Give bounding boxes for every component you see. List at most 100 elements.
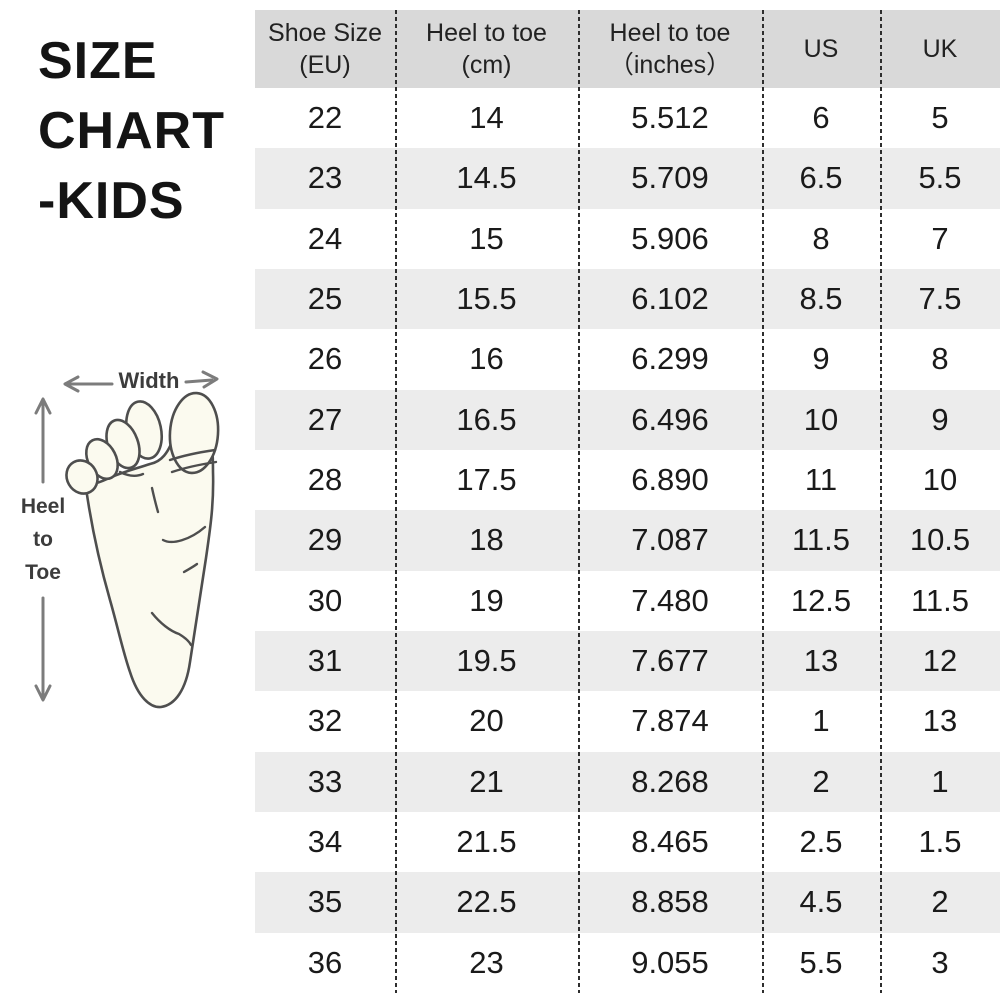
cell: 23 <box>307 160 343 196</box>
cell: 11 <box>804 462 838 498</box>
cell: 16.5 <box>456 401 517 437</box>
column-divider <box>880 10 882 993</box>
cell: 1.5 <box>918 824 962 860</box>
cell: 34 <box>307 824 343 860</box>
cell: 9 <box>931 401 949 437</box>
table-row: 31 19.5 7.677 13 12 <box>255 630 1000 692</box>
table-row: 22 14 5.512 6 5 <box>255 88 1000 149</box>
cell: 16 <box>469 341 504 377</box>
heel-label-line: Toe <box>25 561 61 584</box>
table-row: 26 16 6.299 9 8 <box>255 329 1000 390</box>
cell: 21.5 <box>456 824 517 860</box>
cell: 9.055 <box>631 944 709 980</box>
cell: 5.5 <box>918 160 962 196</box>
cell: 8 <box>812 220 830 256</box>
cell: 7.677 <box>631 643 709 679</box>
heel-label-line: to <box>33 528 53 551</box>
column-divider <box>395 10 397 993</box>
cell: 27 <box>307 401 343 437</box>
column-divider <box>762 10 764 993</box>
cell: 35 <box>307 884 343 920</box>
table-row: 23 14.5 5.709 6.5 5.5 <box>255 148 1000 209</box>
cell: 8.5 <box>799 281 843 317</box>
width-arrow-icon <box>63 370 219 393</box>
cell: 13 <box>803 643 839 679</box>
cell: 10 <box>803 401 839 437</box>
cell: 6.496 <box>631 401 709 437</box>
cell: 14.5 <box>456 160 517 196</box>
heel-to-toe-arrow-icon <box>34 397 52 702</box>
cell: 29 <box>307 522 343 558</box>
cell: 30 <box>307 582 343 618</box>
column-header: US <box>803 34 839 63</box>
cell: 6 <box>812 100 830 136</box>
cell: 8.268 <box>631 763 709 799</box>
cell: 13 <box>922 703 958 739</box>
cell: 2 <box>812 763 830 799</box>
table-body: 22 14 5.512 6 5 23 14.5 5.709 6.5 5.5 24 15 5.906 8 7 2… <box>255 88 1000 993</box>
cell: 6.5 <box>799 160 843 196</box>
cell: 19 <box>469 582 504 618</box>
cell: 20 <box>469 703 504 739</box>
column-header: UK <box>922 34 958 63</box>
cell: 15 <box>469 220 504 256</box>
cell: 2.5 <box>799 824 843 860</box>
cell: 14 <box>469 100 504 136</box>
cell: 36 <box>307 944 343 980</box>
table-row: 25 15.5 6.102 8.5 7.5 <box>255 268 1000 330</box>
cell: 7 <box>931 220 949 256</box>
cell: 19.5 <box>456 643 517 679</box>
cell: 1 <box>931 763 949 799</box>
column-header: Shoe Size (EU) <box>268 18 382 80</box>
cell: 28 <box>307 462 343 498</box>
table-row: 27 16.5 6.496 10 9 <box>255 389 1000 450</box>
cell: 6.299 <box>631 341 709 377</box>
title-line: CHART <box>38 102 225 160</box>
cell: 7.5 <box>918 281 962 317</box>
cell: 5.5 <box>799 944 843 980</box>
table-row: 33 21 8.268 2 1 <box>255 751 1000 812</box>
cell: 11.5 <box>791 522 851 558</box>
cell: 15.5 <box>456 281 517 317</box>
table-row: 32 20 7.874 1 13 <box>255 691 1000 752</box>
cell: 23 <box>469 944 504 980</box>
column-divider <box>578 10 580 993</box>
cell: 4.5 <box>799 884 843 920</box>
cell: 8.465 <box>631 824 709 860</box>
cell: 21 <box>469 763 504 799</box>
table-row: 36 23 9.055 5.5 3 <box>255 932 1000 993</box>
cell: 8.858 <box>631 884 709 920</box>
cell: 32 <box>307 703 343 739</box>
cell: 22 <box>307 100 343 136</box>
title-line: SIZE <box>38 32 158 90</box>
foot-measure-diagram: Width Heel to Toe <box>0 360 240 740</box>
table-row: 24 15 5.906 8 7 <box>255 208 1000 269</box>
cell: 5.906 <box>631 220 709 256</box>
cell: 2 <box>931 884 949 920</box>
cell: 5.512 <box>631 100 709 136</box>
foot-sole-icon <box>34 370 220 709</box>
size-table: Shoe Size (EU) Heel to toe (cm) Heel to to… <box>255 10 1000 993</box>
cell: 33 <box>307 763 343 799</box>
cell: 5 <box>931 100 949 136</box>
cell: 6.102 <box>631 281 709 317</box>
cell: 7.480 <box>631 582 709 618</box>
cell: 25 <box>307 281 343 317</box>
cell: 17.5 <box>456 462 517 498</box>
cell: 12.5 <box>790 582 852 618</box>
table-row: 28 17.5 6.890 11 10 <box>255 449 1000 511</box>
cell: 12 <box>922 643 958 679</box>
cell: 26 <box>307 341 343 377</box>
table-header-row: Shoe Size (EU) Heel to toe (cm) Heel to to… <box>255 10 1000 88</box>
cell: 22.5 <box>456 884 517 920</box>
cell: 24 <box>307 220 343 256</box>
cell: 6.890 <box>631 462 709 498</box>
table-row: 35 22.5 8.858 4.5 2 <box>255 872 1000 933</box>
cell: 1 <box>812 703 830 739</box>
table-row: 29 18 7.087 11.5 10.5 <box>255 510 1000 571</box>
cell: 10.5 <box>909 522 971 558</box>
heel-label-line: Heel <box>20 495 66 518</box>
cell: 7.087 <box>631 522 709 558</box>
table-row: 30 19 7.480 12.5 11.5 <box>255 570 1000 631</box>
cell: 18 <box>469 522 504 558</box>
